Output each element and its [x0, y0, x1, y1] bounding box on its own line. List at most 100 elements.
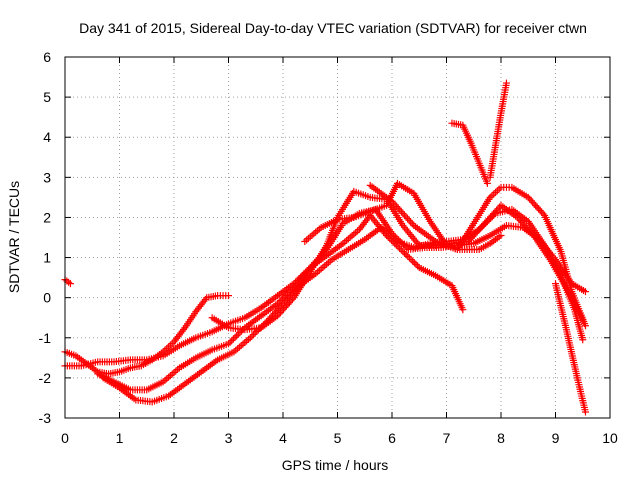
data-point — [344, 235, 352, 243]
data-point — [476, 224, 484, 232]
data-point — [485, 215, 493, 223]
data-point — [495, 185, 503, 193]
y-tick-label: -1 — [39, 330, 52, 346]
data-point — [407, 218, 415, 226]
data-point — [405, 216, 413, 224]
data-point — [277, 308, 285, 316]
data-point — [490, 210, 498, 218]
data-point — [225, 292, 232, 300]
data-point — [479, 221, 487, 229]
x-tick-label: 3 — [225, 430, 233, 446]
data-point — [472, 229, 480, 237]
data-point — [535, 205, 543, 213]
data-point — [487, 213, 495, 221]
data-point — [579, 336, 587, 344]
plot-frame — [64, 56, 611, 419]
data-point — [237, 342, 245, 350]
y-tick-label: -2 — [39, 370, 52, 386]
data-point — [526, 195, 534, 203]
data-point — [248, 332, 256, 340]
data-point — [581, 408, 589, 416]
x-tick-label: 7 — [443, 430, 451, 446]
data-point — [308, 231, 316, 239]
data-point — [409, 257, 417, 265]
data-point — [516, 217, 524, 225]
data-point — [410, 259, 418, 267]
y-tick-label: 6 — [43, 49, 51, 65]
data-point — [459, 306, 467, 314]
x-tick-label: 6 — [388, 430, 396, 446]
series-track-7 — [301, 179, 589, 330]
data-point — [529, 198, 537, 206]
data-point — [284, 300, 292, 308]
data-point — [391, 201, 399, 209]
data-point — [536, 207, 544, 215]
x-tick-label: 4 — [279, 430, 287, 446]
data-point — [527, 228, 535, 236]
data-point — [388, 197, 396, 205]
data-point — [163, 375, 171, 383]
data-point — [282, 302, 290, 310]
series-track-1 — [61, 276, 74, 288]
data-point — [394, 204, 402, 212]
data-point — [515, 215, 523, 223]
data-point — [524, 193, 532, 201]
series-track-10 — [486, 79, 510, 181]
y-tick-label: 1 — [43, 250, 51, 266]
data-point — [241, 338, 249, 346]
data-point — [314, 227, 322, 235]
data-point — [412, 260, 420, 268]
data-point — [464, 238, 472, 246]
data-point — [250, 331, 258, 339]
data-point — [306, 233, 314, 241]
data-point — [317, 265, 325, 273]
data-point — [170, 369, 178, 377]
data-point — [493, 206, 501, 214]
data-point — [538, 208, 546, 216]
data-point — [404, 252, 412, 260]
data-point — [324, 259, 332, 267]
data-point — [404, 215, 412, 223]
x-tick-label: 1 — [116, 430, 124, 446]
data-point — [475, 226, 483, 234]
series-track-6 — [208, 187, 587, 334]
data-point — [533, 203, 541, 211]
y-tick-label: 2 — [43, 209, 51, 225]
data-point — [226, 338, 234, 346]
data-point — [172, 367, 180, 375]
data-point — [488, 211, 496, 219]
data-point — [513, 213, 521, 221]
data-point — [166, 372, 174, 380]
y-tick-label: -3 — [39, 410, 52, 426]
data-point — [470, 231, 478, 239]
data-point — [488, 192, 496, 200]
data-point — [251, 329, 259, 337]
data-point — [235, 343, 243, 351]
data-point — [478, 223, 486, 231]
data-point — [239, 340, 247, 348]
y-axis-label: SDTVAR / TECUs — [6, 181, 22, 293]
data-point — [407, 256, 415, 264]
data-point — [312, 228, 320, 236]
data-point — [244, 335, 252, 343]
data-point — [66, 280, 74, 288]
series-track-8 — [366, 181, 505, 254]
data-point — [484, 216, 492, 224]
data-point — [402, 213, 410, 221]
data-point — [319, 263, 327, 271]
data-point — [408, 220, 416, 228]
data-point — [225, 340, 232, 348]
data-point — [539, 210, 547, 218]
data-point — [527, 197, 535, 205]
data-point — [466, 236, 474, 244]
data-point — [400, 211, 408, 219]
data-point — [467, 234, 475, 242]
data-point — [231, 333, 239, 341]
data-point — [493, 187, 501, 195]
series-track-9 — [448, 119, 491, 187]
data-point — [321, 262, 329, 270]
data-point — [532, 202, 540, 210]
data-point — [521, 222, 529, 230]
data-point — [353, 227, 361, 235]
data-point — [168, 370, 176, 378]
